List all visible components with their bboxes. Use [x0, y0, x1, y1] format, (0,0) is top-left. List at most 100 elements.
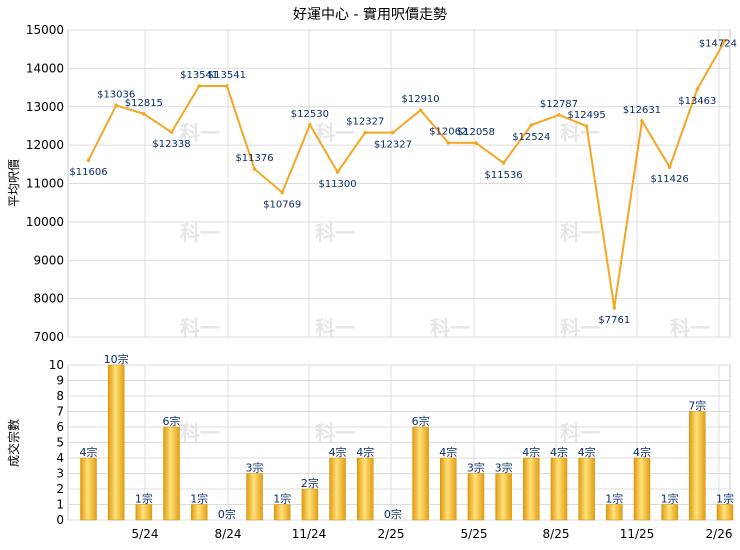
chart-title: 好運中心 - 實用呎價走勢 [293, 6, 447, 23]
price-y-tick-label: 8000 [33, 292, 64, 306]
watermark-text: 科一 [560, 421, 600, 445]
count-data-label: 4宗 [578, 445, 596, 459]
price-data-label: $14724 [699, 39, 737, 50]
price-point [723, 38, 727, 43]
count-data-label: 4宗 [550, 445, 568, 459]
count-bar [412, 426, 429, 521]
count-data-label: 1宗 [190, 492, 208, 506]
count-y-tick-label: 5 [56, 436, 64, 450]
price-data-label: $13036 [97, 89, 135, 100]
count-bar [246, 473, 263, 521]
watermark-text: 科一 [670, 316, 710, 340]
price-point [501, 161, 506, 165]
count-data-label: 10宗 [104, 352, 129, 366]
price-y-tick-label: 10000 [26, 215, 64, 229]
price-point [142, 112, 146, 116]
price-y-tick-label: 14000 [26, 61, 64, 75]
price-data-label: $11606 [69, 167, 107, 178]
price-point [695, 87, 700, 91]
price-point [308, 122, 312, 127]
watermark-text: 科一 [315, 121, 355, 145]
x-tick-label: 11/25 [620, 527, 655, 541]
price-data-label: $12787 [540, 99, 578, 110]
count-data-label: 4宗 [633, 445, 651, 459]
count-bar [578, 457, 595, 521]
watermark-text: 科一 [315, 316, 355, 340]
count-axis-title: 成交宗數 [6, 419, 21, 467]
price-data-label: $11426 [651, 174, 689, 185]
price-data-label: $13541 [180, 70, 218, 81]
count-bar [495, 473, 512, 521]
count-y-tick-label: 1 [56, 498, 64, 512]
count-data-label: 1宗 [605, 492, 623, 506]
watermark-text: 科一 [315, 221, 355, 245]
count-bar [356, 457, 374, 521]
count-bar [273, 504, 291, 521]
count-data-label: 1宗 [135, 492, 153, 506]
count-y-tick-label: 8 [56, 389, 64, 403]
price-point [169, 130, 174, 134]
price-data-label: $12530 [291, 109, 329, 120]
count-bar [689, 411, 706, 521]
price-point [557, 113, 561, 117]
price-point [197, 84, 201, 88]
price-y-tick-label: 15000 [26, 23, 64, 37]
count-data-label: 4宗 [80, 445, 98, 459]
watermark-text: 科一 [315, 421, 355, 445]
price-point [86, 158, 91, 163]
count-bar [329, 457, 346, 521]
count-y-tick-label: 2 [56, 482, 64, 496]
x-tick-label: 8/25 [543, 527, 570, 541]
count-bar [467, 473, 485, 521]
watermark-text: 科一 [180, 316, 220, 340]
price-y-tick-label: 12000 [26, 138, 64, 152]
count-y-tick-label: 3 [56, 467, 64, 481]
price-y-tick-label: 11000 [26, 177, 64, 191]
count-y-tick-label: 7 [56, 405, 64, 419]
price-data-label: $7761 [598, 315, 630, 326]
watermark-text: 科一 [180, 221, 220, 245]
price-point [529, 123, 534, 127]
price-data-label: $12327 [346, 117, 384, 128]
price-data-label: $11376 [235, 153, 273, 164]
count-y-tick-label: 6 [56, 420, 64, 434]
watermark-text: 科一 [180, 121, 220, 145]
count-data-label: 3宗 [495, 461, 513, 475]
count-data-label: 6宗 [412, 414, 430, 428]
count-data-label: 3宗 [467, 461, 485, 475]
price-data-label: $12338 [152, 139, 190, 150]
price-data-label: $12327 [374, 140, 412, 151]
price-data-label: $12815 [125, 98, 163, 109]
watermark-text: 科一 [560, 121, 600, 145]
count-bar [80, 457, 97, 521]
count-bar [523, 457, 540, 521]
count-y-tick-label: 4 [56, 451, 64, 465]
price-data-label: $11536 [485, 170, 523, 181]
watermark-text: 科一 [560, 316, 600, 340]
marks-layer: $11606 $13036$12815 $12338 $13541$13541 $113… [69, 39, 737, 521]
count-data-label: 4宗 [439, 445, 457, 459]
price-point [225, 84, 229, 88]
price-data-label: $13541 [208, 70, 246, 81]
count-data-label: 0宗 [384, 507, 402, 521]
count-data-label: 1宗 [273, 492, 291, 506]
count-data-label: 2宗 [301, 476, 319, 490]
x-tick-label: 2/26 [706, 527, 733, 541]
count-data-label: 4宗 [356, 445, 374, 459]
price-point [280, 190, 285, 195]
count-y-tick-label: 0 [56, 513, 64, 527]
price-point [391, 130, 395, 135]
price-point [640, 119, 644, 123]
x-tick-label: 5/25 [461, 527, 488, 541]
count-data-label: 7宗 [688, 399, 706, 413]
price-data-label: $12524 [512, 132, 550, 143]
count-bar [163, 426, 180, 521]
price-point [252, 167, 257, 171]
count-bar [633, 457, 651, 521]
price-point [584, 124, 589, 128]
count-data-label: 0宗 [218, 507, 236, 521]
price-point [474, 141, 478, 145]
price-data-label: $11300 [318, 179, 356, 190]
count-y-tick-label: 9 [56, 374, 64, 388]
